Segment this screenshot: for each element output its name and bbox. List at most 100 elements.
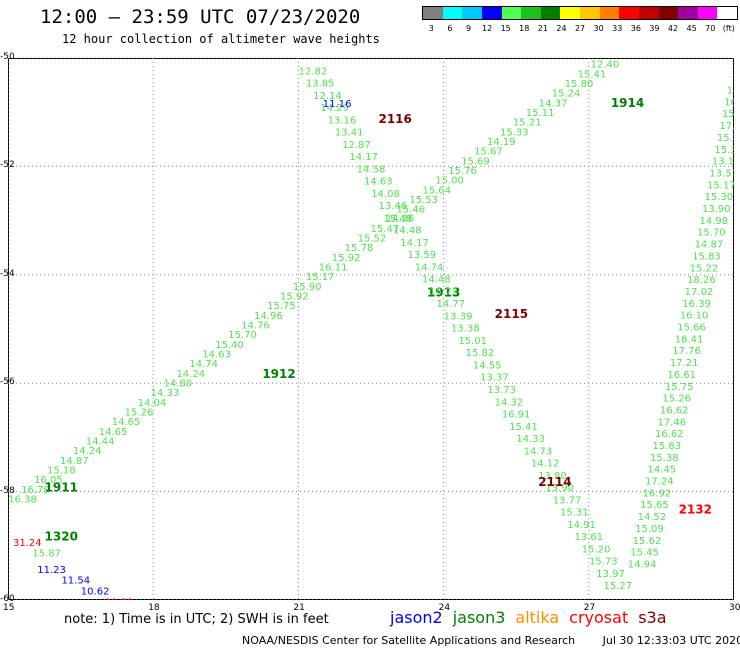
wave-height-value: 30.83 — [105, 597, 134, 600]
x-tick-label: 18 — [148, 603, 160, 613]
wave-height-value: 14.29 — [320, 103, 349, 114]
wave-height-value: 13.18 — [712, 157, 734, 168]
wave-height-value: 16.62 — [655, 429, 684, 440]
wave-height-value: 13.39 — [444, 311, 473, 322]
wave-height-value: 14.55 — [473, 360, 502, 371]
wave-height-value: 15.22 — [690, 263, 719, 274]
legend-color-bar — [422, 6, 738, 20]
color-legend: 3 6 9 12 15 18 21 24 27 30 33 36 39 42 45 70 (ft) — [422, 6, 738, 38]
wave-height-value: 15.20 — [582, 544, 611, 555]
wave-height-value: 14.74 — [189, 359, 218, 370]
wave-height-value: 14.32 — [495, 397, 524, 408]
legend-swatch — [599, 7, 620, 19]
legend-bin-label: 36 — [630, 24, 641, 33]
wave-height-value: 14.0 — [732, 74, 734, 85]
pass-time-label: 2117 — [345, 58, 378, 61]
legend-swatch — [580, 7, 600, 19]
wave-height-value: 14.12 — [531, 459, 560, 470]
wave-height-value: 11.23 — [37, 565, 66, 576]
wave-height-value: 17.76 — [672, 346, 701, 357]
wave-height-value: 15.65 — [640, 500, 669, 511]
wave-height-value: 14.87 — [695, 240, 724, 251]
legend-swatch — [619, 7, 639, 19]
mission-legend: jason2 jason3 altika cryosat s3a — [390, 608, 677, 627]
x-tick-label: 24 — [438, 603, 451, 613]
wave-height-value: 16.61 — [667, 370, 696, 381]
wave-height-value: 13.61 — [574, 532, 603, 543]
pass-time-label: 1912 — [262, 367, 295, 381]
wave-height-value: 10.62 — [81, 587, 110, 598]
y-tick-label: -56 — [0, 377, 15, 388]
legend-bin-label: 27 — [574, 24, 586, 33]
pass-time-label: 2115 — [495, 307, 528, 321]
wave-height-value: 17.46 — [657, 417, 686, 428]
wave-height-value: 16.11 — [319, 263, 348, 274]
wave-height-value: 15.92 — [332, 253, 361, 264]
wave-height-value: 15.70 — [697, 228, 726, 239]
wave-height-value: 17.24 — [645, 477, 674, 488]
wave-height-value: 13.90 — [545, 483, 574, 494]
y-tick-label: -54 — [0, 268, 15, 279]
pass-time-label: 1913 — [427, 285, 460, 299]
pass-time-label: 2116 — [378, 112, 411, 126]
legend-bin-label: 15 — [500, 24, 511, 33]
legend-labels: 3 6 9 12 15 18 21 24 27 30 33 36 39 42 45 70 (ft) — [422, 24, 738, 38]
mission-label-s3a: s3a — [638, 608, 667, 627]
wave-height-value: 15.88 — [717, 133, 734, 144]
wave-height-value: 13.90 — [702, 204, 731, 215]
wave-height-value: 13.97 — [596, 569, 625, 580]
wave-height-value: 15.87 — [32, 549, 61, 560]
wave-height-value: 14.17 — [349, 152, 378, 163]
legend-swatch — [540, 7, 561, 19]
wave-height-value: 15.01 — [458, 336, 487, 347]
pass-time-label: 1911 — [45, 481, 78, 495]
wave-height-value: 15.45 — [630, 548, 659, 559]
wave-height-value: 15.21 — [513, 118, 542, 129]
wave-height-value: 15.82 — [466, 348, 495, 359]
wave-height-value: 13.53 — [709, 168, 734, 179]
wave-height-value: 14.48 — [422, 275, 451, 286]
legend-unit-label: (ft) — [722, 24, 735, 33]
wave-height-value: 15.26 — [662, 394, 691, 405]
legend-swatch — [442, 7, 463, 19]
wave-height-value: 15.62 — [633, 536, 662, 547]
wave-height-value: 14.33 — [151, 388, 180, 399]
generated-timestamp: Jul 30 12:33:03 UTC 2020 — [602, 634, 740, 647]
wave-height-value: 14.98 — [700, 216, 729, 227]
units-note: note: 1) Time is in UTC; 2) SWH is in fe… — [64, 612, 329, 627]
wave-height-value: 13.85 — [306, 79, 335, 90]
wave-height-value: 14.37 — [539, 98, 568, 109]
wave-height-value: 14.08 — [371, 189, 400, 200]
wave-height-value: 15.75 — [267, 301, 296, 312]
wave-height-value: 14.33 — [516, 434, 545, 445]
legend-bin-label: 42 — [667, 24, 679, 33]
footer-credit: NOAA/NESDIS Center for Satellite Applica… — [242, 634, 740, 647]
wave-height-value: 15.64 — [422, 185, 451, 196]
wave-height-value: 13.77 — [553, 495, 582, 506]
wave-height-value: 15.70 — [228, 330, 257, 341]
legend-bin-label: 33 — [612, 24, 623, 33]
wave-height-value: 14.58 — [357, 164, 386, 175]
wave-height-value: 14.87 — [60, 456, 89, 467]
y-tick-label: -58 — [0, 485, 15, 496]
legend-bin-label: 6 — [447, 24, 453, 33]
wave-height-value: 16.05 — [34, 475, 63, 486]
wave-height-value: 15.11 — [526, 108, 555, 119]
wave-height-value: 15.39 — [714, 145, 734, 156]
wave-height-value: 15.66 — [677, 323, 706, 334]
wave-height-value: 11.76 — [308, 58, 337, 61]
wave-height-value: 15.17 — [707, 180, 734, 191]
wave-height-value: 14.17 — [400, 238, 429, 249]
wave-height-value: 14.24 — [176, 369, 205, 380]
wave-height-value: 15.24 — [552, 89, 581, 100]
wave-height-value: 14.36 — [386, 213, 415, 224]
wave-height-value: 13.41 — [335, 128, 364, 139]
legend-swatch — [658, 7, 679, 19]
wave-height-value: 16.39 — [682, 299, 711, 310]
wave-height-value: 15.73 — [429, 287, 458, 298]
legend-swatch — [717, 7, 737, 19]
legend-bin-label: 12 — [481, 24, 493, 33]
legend-swatch — [560, 7, 580, 19]
wave-height-value: 15.48 — [384, 214, 413, 225]
wave-height-value: 16.38 — [8, 494, 37, 505]
